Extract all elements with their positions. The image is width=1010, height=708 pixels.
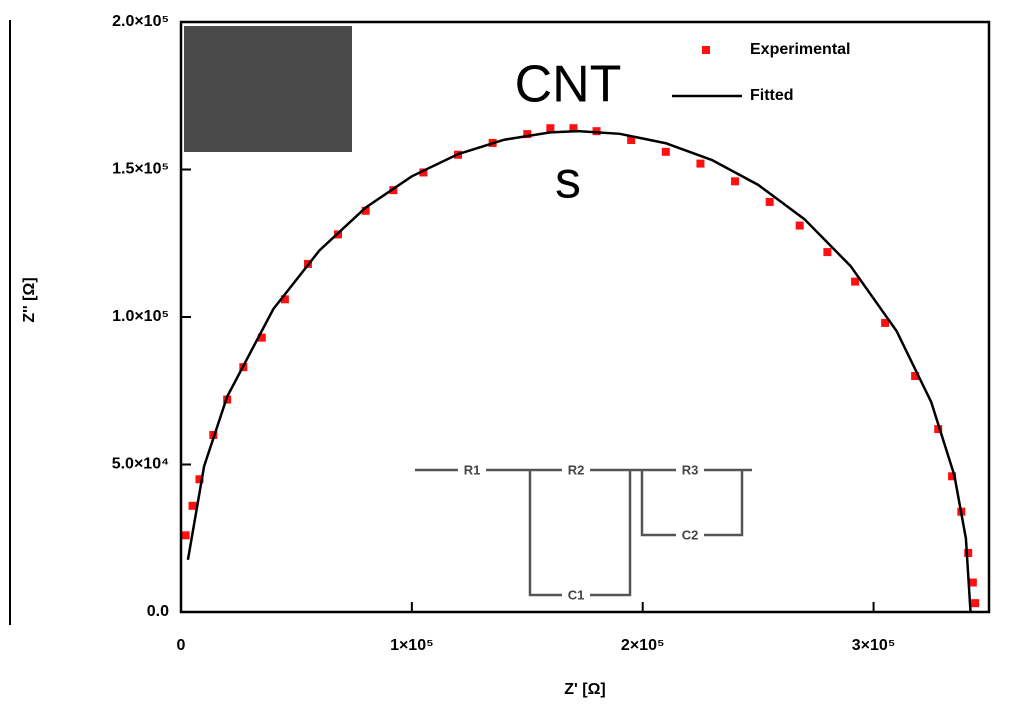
circuit-labels: R1 R2 C1 R3 C2 <box>458 462 704 603</box>
y-tick-label: 0.0 <box>147 603 169 620</box>
data-point <box>546 124 555 133</box>
data-point <box>257 333 266 342</box>
annotation: CNT <box>515 56 622 114</box>
data-point <box>968 578 977 587</box>
y-tick-label: 5.0×10⁴ <box>112 456 169 473</box>
circuit-label: C2 <box>682 527 699 542</box>
x-tick-label: 2×10⁵ <box>621 637 665 654</box>
legend-marker <box>702 46 710 54</box>
y-tick-label: 2.0×10⁵ <box>112 13 169 30</box>
data-point <box>280 295 289 304</box>
data-point <box>696 159 705 168</box>
data-point <box>795 221 804 230</box>
data-point <box>181 531 190 540</box>
data-point <box>188 501 197 510</box>
y-axis-label: Z'' [Ω] <box>21 277 38 322</box>
data-point <box>419 168 428 177</box>
data-point <box>964 549 973 557</box>
annotation: s <box>555 152 581 210</box>
data-point <box>569 124 578 133</box>
data-point <box>627 136 636 144</box>
data-point <box>361 206 370 215</box>
data-point <box>934 425 943 434</box>
data-point <box>948 472 957 481</box>
circuit-label: R2 <box>568 462 585 477</box>
plot-area <box>181 124 980 613</box>
y-tick-label: 1.5×10⁵ <box>112 161 169 178</box>
x-tick-label: 3×10⁵ <box>852 637 896 654</box>
data-point <box>731 177 740 186</box>
circuit-label: R3 <box>682 462 699 477</box>
legend-label: Fitted <box>750 87 794 104</box>
x-tick-label: 1×10⁵ <box>390 637 434 654</box>
data-point <box>195 475 204 484</box>
sem-image-inset <box>184 26 352 152</box>
data-point <box>851 277 860 286</box>
circuit-label: C1 <box>568 587 585 602</box>
fit-line <box>186 129 972 613</box>
data-point <box>911 372 920 380</box>
data-point <box>661 147 670 156</box>
data-point <box>765 197 774 206</box>
circuit-label: R1 <box>464 462 481 477</box>
data-point <box>823 248 832 257</box>
x-axis-label: Z' [Ω] <box>564 681 606 698</box>
data-point <box>881 318 890 327</box>
y-tick-label: 1.0×10⁵ <box>112 308 169 325</box>
data-point <box>523 130 532 139</box>
x-tick-label: 0 <box>177 637 186 654</box>
legend-label: Experimental <box>750 41 850 58</box>
data-point <box>971 599 980 608</box>
